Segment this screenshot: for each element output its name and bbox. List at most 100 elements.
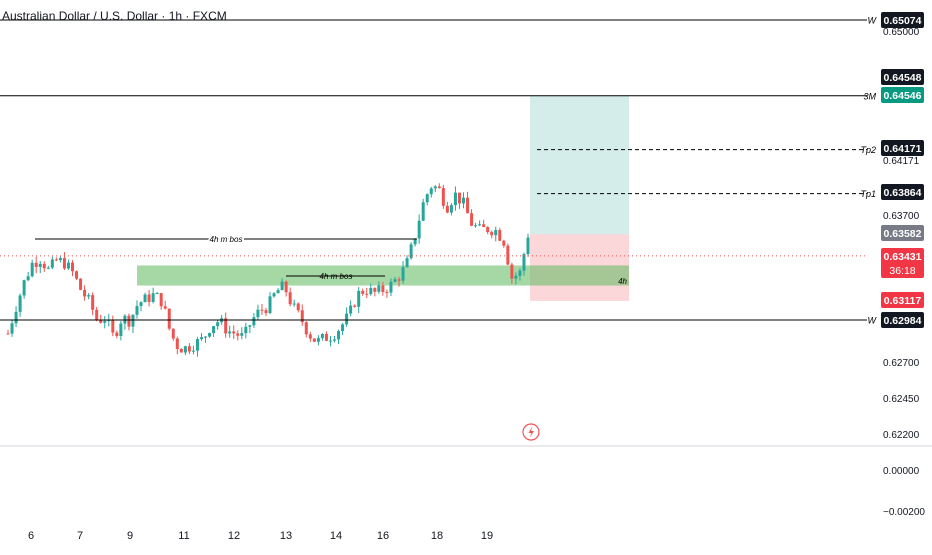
candle-body — [187, 346, 191, 352]
candle-body — [236, 333, 240, 336]
candle-body — [405, 258, 409, 268]
candle-body — [498, 230, 502, 241]
candle-body — [345, 313, 349, 325]
candle-body — [171, 328, 175, 339]
candle-body — [34, 262, 38, 267]
candle-body — [292, 303, 296, 305]
candle-body — [244, 326, 248, 334]
candle-body — [401, 267, 405, 281]
candle-body — [288, 292, 292, 305]
candle-body — [514, 275, 518, 279]
candle-body — [232, 331, 236, 334]
candle-body — [518, 270, 522, 276]
candle-body — [510, 264, 514, 279]
candle-body — [502, 240, 506, 246]
price-tag — [881, 184, 924, 200]
candle-body — [260, 309, 264, 311]
candle-body — [353, 305, 357, 307]
candle-body — [30, 262, 34, 277]
level-label: Tp2 — [860, 145, 876, 155]
price-tag-value: 0.65074 — [884, 15, 922, 27]
candle-body — [300, 310, 304, 323]
candle-body — [445, 205, 449, 213]
candle-body — [328, 340, 332, 342]
candle-body — [308, 334, 312, 339]
candle-body — [466, 197, 470, 214]
candle-body — [224, 318, 228, 334]
candle-body — [385, 291, 389, 293]
candle-body — [457, 192, 461, 204]
price-tag — [881, 312, 924, 328]
candle-body — [312, 338, 316, 342]
candle-body — [486, 227, 490, 233]
chart-title: Australian Dollar / U.S. Dollar · 1h · F… — [2, 9, 227, 23]
candle-body — [272, 293, 276, 297]
price-tag-value: 0.63582 — [884, 228, 922, 240]
candle-body — [324, 333, 328, 341]
x-tick-label: 14 — [330, 530, 342, 542]
candle-body — [320, 333, 324, 339]
candle-body — [195, 339, 199, 351]
lightning-bolt-icon — [528, 426, 534, 438]
candle-body — [441, 188, 445, 206]
candle-body — [95, 309, 99, 320]
candle-body — [349, 305, 353, 314]
candle-body — [163, 306, 167, 309]
candle-body — [183, 346, 187, 353]
candle-body — [437, 186, 441, 189]
candle-body — [413, 238, 417, 245]
x-tick-label: 12 — [228, 530, 240, 542]
candle-body — [91, 295, 95, 310]
y-tick-label: 0.00000 — [883, 466, 920, 477]
candle-body — [474, 225, 478, 227]
candle-body — [264, 310, 268, 314]
candle-body — [103, 320, 107, 323]
candle-body — [490, 232, 494, 236]
candle-body — [296, 303, 300, 311]
candle-body — [276, 290, 280, 294]
zone-label-4h: 4h — [618, 277, 627, 286]
price-tag — [881, 12, 924, 28]
candle-body — [115, 332, 119, 337]
candle-body — [135, 306, 139, 315]
price-tag-value: 0.64171 — [884, 143, 922, 155]
candle-body — [212, 326, 216, 334]
countdown-label: 36:18 — [889, 265, 915, 277]
candle-body — [526, 237, 530, 255]
price-tag-value: 0.64548 — [884, 72, 922, 84]
candle-body — [449, 205, 453, 213]
price-tag — [881, 69, 924, 85]
candle-body — [155, 293, 159, 295]
y-tick-label: 0.62700 — [883, 358, 920, 369]
candle-body — [159, 293, 163, 307]
price-tag — [881, 248, 924, 278]
candle-body — [46, 267, 50, 269]
candle-body — [453, 192, 457, 206]
candle-body — [482, 224, 486, 228]
level-label: Tp1 — [860, 189, 876, 199]
candle-body — [10, 323, 14, 334]
candle-body — [42, 263, 46, 269]
candle-body — [333, 339, 337, 341]
candle-body — [87, 295, 91, 297]
x-tick-label: 18 — [431, 530, 443, 542]
candle-body — [268, 296, 272, 314]
price-tag — [881, 225, 924, 241]
candle-body — [462, 197, 466, 204]
candle-body — [204, 336, 208, 338]
candle-body — [58, 258, 62, 261]
price-tag-value: 0.64546 — [884, 90, 922, 102]
candle-body — [216, 322, 220, 327]
candle-body — [54, 259, 58, 261]
candle-body — [66, 262, 70, 269]
y-tick-label: −0.00200 — [883, 507, 925, 518]
candle-body — [167, 308, 171, 329]
candle-body — [240, 333, 244, 336]
candle-body — [127, 315, 131, 327]
candle-body — [470, 213, 474, 226]
candle-body — [341, 324, 345, 332]
candle-body — [119, 323, 123, 337]
bos-label-lower: 4h m bos — [320, 272, 353, 281]
